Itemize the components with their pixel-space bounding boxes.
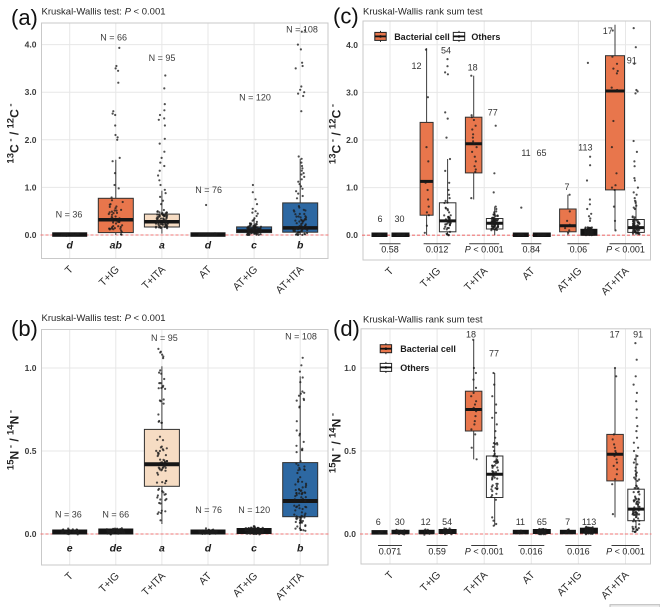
svg-text:12: 12: [411, 61, 421, 71]
svg-text:15N - / 14N -: 15N - / 14N -: [5, 410, 22, 470]
svg-text:4.0: 4.0: [346, 40, 358, 50]
svg-text:18: 18: [466, 330, 476, 340]
svg-text:12: 12: [421, 517, 431, 527]
svg-text:N = 36: N = 36: [55, 510, 82, 520]
svg-text:4.0: 4.0: [25, 40, 37, 50]
svg-text:65: 65: [537, 517, 547, 527]
svg-text:c: c: [251, 543, 257, 555]
svg-text:N = 95: N = 95: [149, 53, 176, 63]
svg-text:0.59: 0.59: [428, 547, 446, 557]
svg-text:N = 120: N = 120: [238, 505, 270, 515]
svg-text:a: a: [159, 239, 165, 251]
svg-text:Kruskal-Wallis rank sum test: Kruskal-Wallis rank sum test: [363, 315, 483, 326]
svg-text:d: d: [66, 239, 73, 251]
svg-text:6: 6: [377, 214, 382, 224]
svg-text:d: d: [205, 239, 212, 251]
svg-text:11: 11: [521, 148, 530, 158]
svg-text:1.0: 1.0: [25, 182, 37, 192]
svg-text:Kruskal-Wallis test: P < 0.001: Kruskal-Wallis test: P < 0.001: [42, 313, 166, 324]
svg-text:Others: Others: [400, 363, 429, 373]
svg-text:30: 30: [394, 214, 404, 224]
svg-text:91: 91: [627, 56, 637, 66]
svg-text:ab: ab: [110, 239, 123, 251]
svg-text:0.012: 0.012: [426, 245, 449, 255]
svg-text:0.071: 0.071: [379, 547, 402, 557]
svg-text:77: 77: [488, 107, 498, 117]
svg-text:18: 18: [468, 63, 478, 73]
svg-text:7: 7: [565, 517, 570, 527]
svg-text:1.0: 1.0: [346, 183, 358, 193]
svg-text:(b): (b): [11, 316, 38, 341]
svg-text:17: 17: [603, 26, 613, 36]
svg-text:77: 77: [489, 348, 499, 358]
svg-text:0.5: 0.5: [25, 446, 37, 456]
svg-text:6: 6: [376, 517, 381, 527]
svg-text:113: 113: [578, 142, 592, 152]
svg-text:N = 108: N = 108: [285, 331, 317, 341]
svg-text:Bacterial cell: Bacterial cell: [394, 32, 450, 42]
svg-text:(a): (a): [11, 5, 38, 30]
svg-text:54: 54: [442, 517, 452, 527]
svg-text:0.06: 0.06: [570, 245, 588, 255]
svg-text:2.0: 2.0: [25, 135, 37, 145]
svg-text:65: 65: [536, 148, 546, 158]
svg-text:13C - / 12C -: 13C - / 12C -: [327, 104, 344, 164]
svg-text:b: b: [297, 543, 304, 555]
svg-text:15N - / 14N -: 15N - / 14N -: [327, 413, 344, 473]
svg-text:(c): (c): [333, 4, 359, 29]
svg-text:2.0: 2.0: [346, 135, 358, 145]
svg-text:0.0: 0.0: [25, 529, 37, 539]
svg-text:P < 0.001: P < 0.001: [465, 245, 504, 255]
svg-text:113: 113: [582, 517, 596, 527]
svg-text:a: a: [159, 543, 165, 555]
svg-text:0.016: 0.016: [520, 547, 543, 557]
svg-text:Bacterial cell: Bacterial cell: [400, 344, 456, 354]
svg-text:11: 11: [516, 517, 525, 527]
svg-text:91: 91: [633, 330, 643, 340]
svg-text:Kruskal-Wallis test: P < 0.001: Kruskal-Wallis test: P < 0.001: [42, 7, 166, 18]
svg-text:e: e: [67, 543, 73, 555]
svg-text:P < 0.001: P < 0.001: [606, 547, 645, 557]
svg-text:N = 76: N = 76: [195, 185, 222, 195]
svg-text:0.58: 0.58: [381, 245, 399, 255]
svg-text:de: de: [110, 543, 122, 555]
svg-text:Others: Others: [471, 32, 500, 42]
svg-text:P < 0.001: P < 0.001: [465, 547, 504, 557]
svg-text:N = 108: N = 108: [286, 25, 318, 35]
svg-text:0.84: 0.84: [523, 245, 541, 255]
svg-text:d: d: [205, 543, 212, 555]
svg-text:13C - / 12C -: 13C - / 12C -: [5, 103, 22, 163]
svg-text:0.0: 0.0: [344, 529, 356, 539]
svg-text:0.5: 0.5: [344, 446, 356, 456]
svg-text:b: b: [297, 239, 304, 251]
svg-text:30: 30: [395, 517, 405, 527]
svg-text:N = 66: N = 66: [100, 33, 127, 43]
svg-text:3.0: 3.0: [25, 87, 37, 97]
svg-text:3.0: 3.0: [346, 87, 358, 97]
svg-text:0.0: 0.0: [346, 230, 358, 240]
svg-text:N = 120: N = 120: [239, 93, 271, 103]
svg-text:P < 0.001: P < 0.001: [606, 245, 645, 255]
svg-text:0.0: 0.0: [25, 230, 37, 240]
svg-text:(d): (d): [333, 316, 360, 341]
svg-text:0.016: 0.016: [567, 547, 590, 557]
svg-text:c: c: [251, 239, 257, 251]
svg-text:1.0: 1.0: [344, 363, 356, 373]
svg-text:N = 76: N = 76: [195, 505, 222, 515]
svg-text:1.0: 1.0: [25, 363, 37, 373]
svg-text:17: 17: [610, 330, 620, 340]
svg-text:7: 7: [564, 182, 569, 192]
svg-text:N = 95: N = 95: [151, 333, 178, 343]
svg-text:Kruskal-Wallis rank sum test: Kruskal-Wallis rank sum test: [363, 7, 483, 18]
svg-text:N = 66: N = 66: [102, 510, 129, 520]
svg-text:N = 36: N = 36: [56, 210, 83, 220]
svg-text:54: 54: [441, 45, 451, 55]
